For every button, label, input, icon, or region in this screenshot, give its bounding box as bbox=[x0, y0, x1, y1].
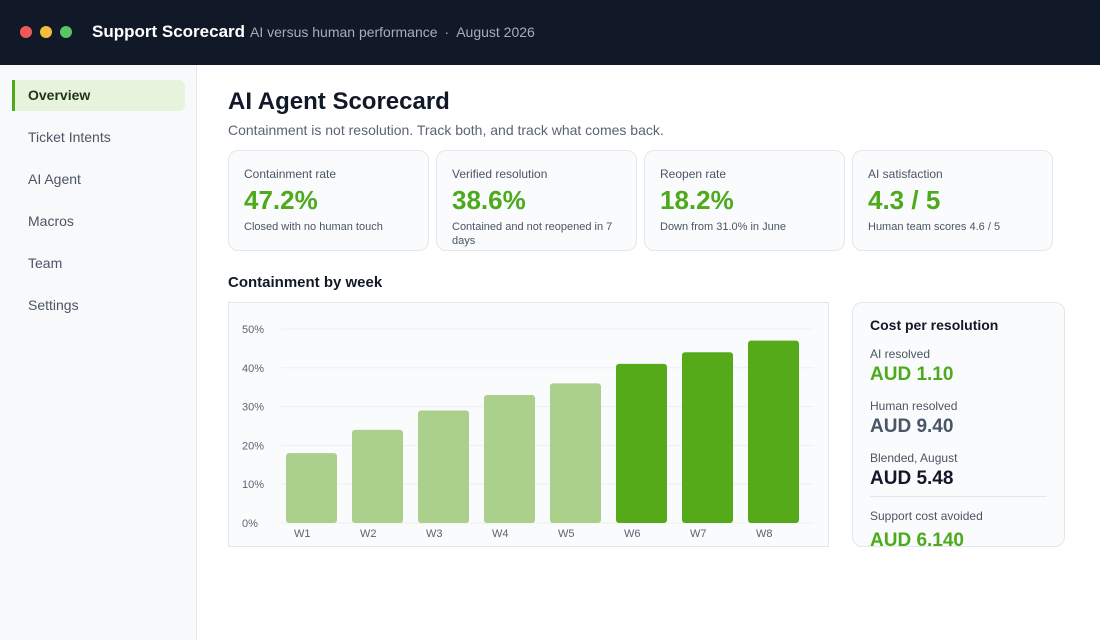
y-tick-label: 50% bbox=[242, 324, 264, 336]
sidebar-item-settings[interactable]: Settings bbox=[28, 297, 79, 313]
x-tick-label: W7 bbox=[690, 528, 707, 540]
subtitle-separator: · bbox=[444, 24, 450, 40]
containment-chart: 0% 10% 20% 30% 40% 50% W1 W2 W3 W4 W5 W6 W7 W8 bbox=[228, 302, 829, 547]
chart-section-title: Containment by week bbox=[228, 274, 383, 291]
cost-divider bbox=[870, 496, 1047, 497]
page-title: AI Agent Scorecard bbox=[228, 88, 450, 115]
cost-value-avoided: AUD 6,140 bbox=[870, 530, 964, 547]
x-tick-label: W2 bbox=[360, 528, 377, 540]
sidebar-item-team[interactable]: Team bbox=[28, 255, 63, 271]
x-tick-label: W8 bbox=[756, 528, 773, 540]
kpi-note: Down from 31.0% in June bbox=[660, 221, 786, 233]
subtitle-text: AI versus human performance bbox=[250, 24, 438, 40]
y-tick-label: 10% bbox=[242, 479, 264, 491]
close-window-button[interactable] bbox=[20, 26, 32, 38]
kpi-card-ai-satisfaction: AI satisfaction 4.3 / 5 Human team score… bbox=[852, 150, 1053, 251]
x-tick-label: W1 bbox=[294, 528, 311, 540]
kpi-label: Verified resolution bbox=[452, 167, 548, 181]
kpi-card-containment: Containment rate 47.2% Closed with no hu… bbox=[228, 150, 429, 251]
page-subtitle: Containment is not resolution. Track bot… bbox=[228, 122, 664, 138]
cost-panel-title: Cost per resolution bbox=[870, 317, 999, 333]
sidebar: Overview Ticket Intents AI Agent Macros … bbox=[0, 65, 197, 640]
cost-value-human: AUD 9.40 bbox=[870, 416, 954, 437]
bar-w2 bbox=[352, 429, 403, 523]
sidebar-item-overview[interactable]: Overview bbox=[12, 80, 185, 111]
cost-value-blended: AUD 5.48 bbox=[870, 468, 954, 489]
bar-w3 bbox=[418, 410, 469, 523]
x-tick-label: W3 bbox=[426, 528, 443, 540]
kpi-value: 38.6% bbox=[452, 185, 526, 215]
cost-panel: Cost per resolution AI resolved AUD 1.10… bbox=[852, 302, 1065, 547]
sidebar-item-macros[interactable]: Macros bbox=[28, 213, 74, 229]
containment-bar-chart: 0% 10% 20% 30% 40% 50% W1 W2 W3 W4 W5 W6 W7 W8 bbox=[242, 324, 814, 540]
x-tick-label: W5 bbox=[558, 528, 575, 540]
y-tick-label: 40% bbox=[242, 363, 264, 375]
period-text: August 2026 bbox=[456, 24, 535, 40]
maximize-window-button[interactable] bbox=[60, 26, 72, 38]
bar-w4 bbox=[484, 394, 535, 523]
kpi-value: 47.2% bbox=[244, 185, 318, 215]
x-tick-label: W6 bbox=[624, 528, 641, 540]
title-bar: Support Scorecard AI versus human perfor… bbox=[0, 0, 1100, 65]
minimize-window-button[interactable] bbox=[40, 26, 52, 38]
cost-label-ai: AI resolved bbox=[870, 347, 931, 361]
cost-value-ai: AUD 1.10 bbox=[870, 364, 954, 385]
kpi-value: 4.3 / 5 bbox=[868, 185, 941, 215]
sidebar-item-ticket-intents[interactable]: Ticket Intents bbox=[28, 129, 111, 145]
cost-label-human: Human resolved bbox=[870, 399, 958, 413]
bar-w5 bbox=[550, 383, 601, 523]
app-title: Support Scorecard bbox=[92, 22, 246, 41]
kpi-note: Human team scores 4.6 / 5 bbox=[868, 221, 1001, 233]
cost-label-avoided: Support cost avoided bbox=[870, 509, 983, 523]
kpi-note: Closed with no human touch bbox=[244, 221, 383, 233]
kpi-label: Containment rate bbox=[244, 167, 337, 181]
kpi-value: 18.2% bbox=[660, 185, 734, 215]
kpi-label: Reopen rate bbox=[660, 167, 727, 181]
y-tick-label: 30% bbox=[242, 402, 264, 414]
bar-w7 bbox=[682, 352, 733, 523]
sidebar-item-ai-agent[interactable]: AI Agent bbox=[28, 171, 81, 187]
y-tick-label: 0% bbox=[242, 518, 258, 530]
kpi-card-verified-resolution: Verified resolution 38.6% Contained and … bbox=[436, 150, 637, 251]
kpi-label: AI satisfaction bbox=[868, 167, 943, 181]
app-subtitle: AI versus human performance · August 2026 bbox=[250, 24, 535, 40]
x-tick-label: W4 bbox=[492, 528, 509, 540]
cost-label-blended: Blended, August bbox=[870, 451, 958, 465]
bar-w8 bbox=[748, 340, 799, 523]
y-tick-label: 20% bbox=[242, 440, 264, 452]
bar-w6 bbox=[616, 363, 667, 523]
bar-w1 bbox=[286, 453, 337, 523]
kpi-note: Contained and not reopened in 7 days bbox=[452, 221, 613, 247]
kpi-card-reopen-rate: Reopen rate 18.2% Down from 31.0% in Jun… bbox=[644, 150, 845, 251]
